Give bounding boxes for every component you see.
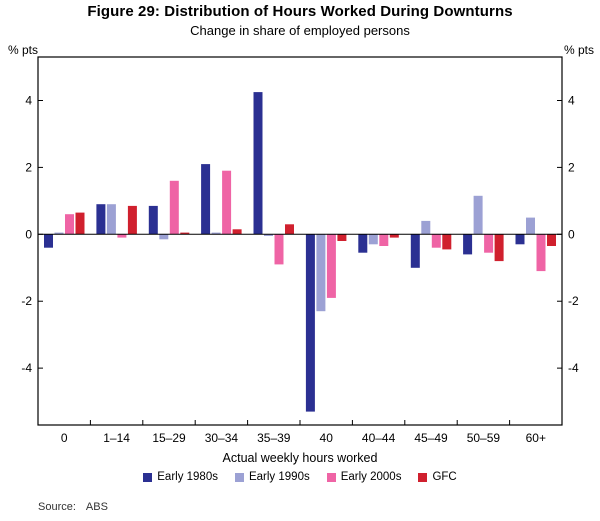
bar [232,229,242,235]
bar [253,92,263,235]
legend-swatch [234,472,244,482]
y-tick-label-right: -4 [568,361,579,375]
chart-subtitle: Change in share of employed persons [190,23,410,38]
legend-swatch [418,472,428,482]
bar [305,234,315,412]
bar [106,204,116,235]
bar [65,214,74,235]
bar [421,220,431,235]
bar [148,205,158,235]
bar [463,234,473,255]
legend-item: Early 1980s [143,471,218,483]
bar [494,234,504,262]
legend-label: Early 2000s [340,471,402,483]
legend-label: Early 1990s [248,471,310,483]
bar [358,234,368,253]
y-tick-label-right: 2 [568,160,575,174]
bar [484,234,494,253]
x-category-label: 35–39 [257,431,291,445]
bar [75,212,85,235]
legend-item: Early 2000s [326,471,402,483]
bar [473,195,483,235]
legend-label: Early 1980s [157,471,218,483]
x-axis-title: Actual weekly hours worked [222,451,378,465]
source-note: Source: ABS [38,501,108,513]
bar [368,234,378,245]
legend: Early 1980s Early 1990s Early 2000s GFC [0,471,600,483]
y-tick-label-right: 0 [568,227,575,241]
bar [536,234,546,272]
bar [96,204,106,235]
chart-title: Figure 29: Distribution of Hours Worked … [87,3,513,20]
bar [180,232,190,235]
legend-swatch [326,472,336,482]
y-tick-label-right: -2 [568,294,579,308]
legend-item: Early 1990s [234,471,310,483]
bar [169,180,179,235]
y-tick-label-left: 0 [25,227,32,241]
bar [379,234,389,246]
y-axis-unit-left: % pts [8,43,39,57]
bar [337,234,347,241]
bar [285,224,294,235]
bar [326,234,336,298]
x-category-label: 15–29 [152,431,186,445]
bar [201,164,211,235]
bar [264,234,273,236]
bar [222,170,232,235]
x-category-label: 50–59 [467,431,501,445]
bar [526,217,535,235]
bar [44,234,53,248]
y-axis-unit-right: % pts [563,43,594,57]
plot-border [37,56,563,426]
legend-label: GFC [432,471,457,483]
bar [54,232,64,235]
x-category-label: 40–44 [362,431,396,445]
bar [410,234,420,268]
bar [274,234,284,265]
y-tick-label-right: 4 [568,93,575,107]
bar [442,234,452,250]
x-category-label: 40 [320,431,334,445]
source-label: Source: [38,501,76,513]
bar [211,232,221,235]
bar [117,234,127,238]
x-category-label: 45–49 [414,431,448,445]
y-tick-label-left: -4 [21,361,32,375]
bar [547,234,556,246]
source-value: ABS [85,501,108,513]
legend-swatch [143,472,153,482]
bar [127,205,137,235]
bar [515,234,525,245]
y-tick-label-left: -2 [21,294,32,308]
x-category-label: 0 [61,431,68,445]
bar [316,234,326,312]
bar [431,234,441,248]
y-tick-label-left: 2 [25,160,32,174]
bar [159,234,169,240]
x-category-label: 60+ [526,431,546,445]
legend-item: GFC [418,471,457,483]
x-category-label: 1–14 [103,431,130,445]
y-tick-label-left: 4 [25,93,32,107]
bar [389,234,399,238]
x-category-label: 30–34 [205,431,239,445]
